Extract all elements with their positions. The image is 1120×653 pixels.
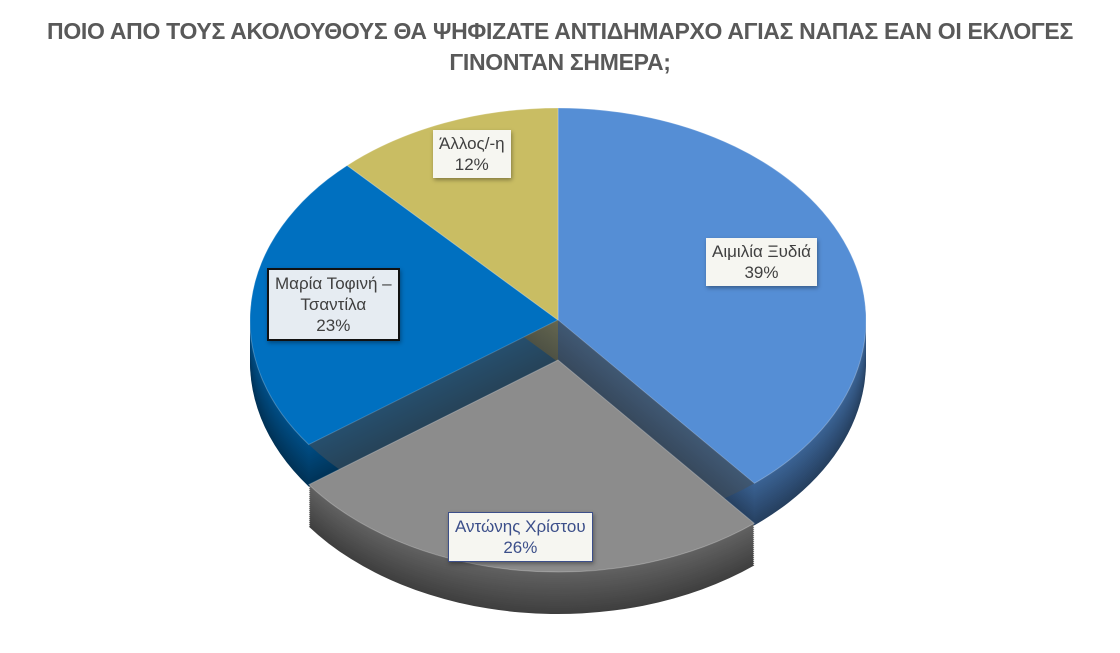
data-label-maria: Μαρία Τοφινή – Τσαντίλα 23% xyxy=(267,268,400,341)
pie-slice-0 xyxy=(557,107,867,484)
data-label-allos: Άλλος/-η 12% xyxy=(433,130,511,178)
chart-title: ΠΟΙΟ ΑΠΟ ΤΟΥΣ ΑΚΟΛΟΥΘΟΥΣ ΘΑ ΨΗΦΙΖΑΤΕ ΑΝΤ… xyxy=(47,18,1073,75)
data-label-antonis: Αντώνης Χρίστου 26% xyxy=(448,512,593,562)
data-label-aimilia: Αιμιλία Ξυδιά 39% xyxy=(706,238,817,286)
pie-slice-2 xyxy=(249,164,559,446)
pie-slice-1 xyxy=(307,359,756,573)
